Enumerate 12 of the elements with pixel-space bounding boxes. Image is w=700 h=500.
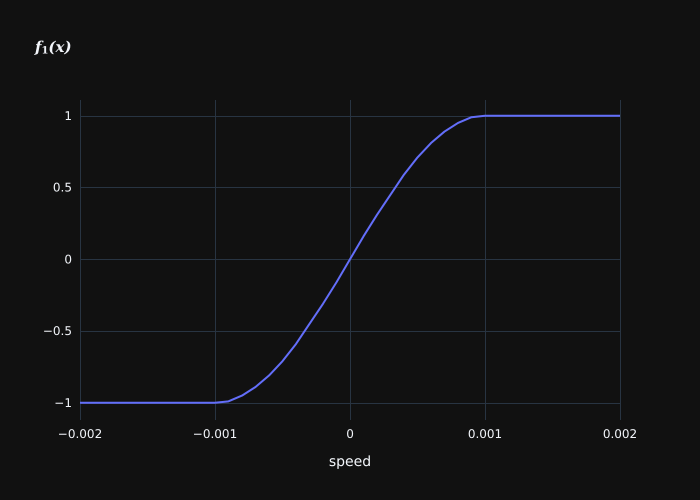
y-tick-label: 0 [64, 252, 72, 266]
x-tick-label: 0.002 [602, 427, 638, 441]
x-tick-label: 0 [346, 427, 354, 441]
x-tick-label: −0.002 [58, 427, 102, 441]
y-tick-label: −0.5 [42, 324, 72, 338]
y-tick-label: 1 [64, 108, 72, 123]
x-axis-title: speed [328, 454, 372, 470]
y-tick-label: −1 [54, 396, 72, 410]
x-tick-label: 0.001 [468, 427, 502, 441]
y-tick-label: 0.5 [52, 180, 72, 195]
line-series [79, 114, 621, 404]
x-tick-label: −0.001 [192, 427, 238, 441]
